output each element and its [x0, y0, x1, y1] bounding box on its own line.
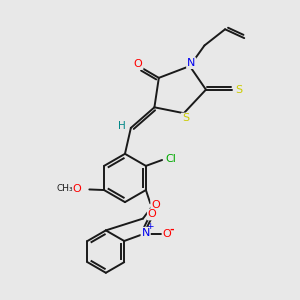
Text: +: + — [146, 222, 154, 231]
Text: O: O — [163, 229, 171, 238]
Text: N: N — [142, 228, 150, 238]
Text: O: O — [73, 184, 81, 194]
Text: N: N — [187, 58, 195, 68]
Text: CH₃: CH₃ — [56, 184, 73, 194]
Text: Cl: Cl — [165, 154, 176, 164]
Text: O: O — [151, 200, 160, 210]
Text: S: S — [182, 113, 189, 124]
Text: -: - — [169, 225, 174, 235]
Text: O: O — [134, 59, 142, 69]
Text: O: O — [148, 209, 157, 220]
Text: S: S — [236, 85, 242, 94]
Text: H: H — [118, 122, 125, 131]
